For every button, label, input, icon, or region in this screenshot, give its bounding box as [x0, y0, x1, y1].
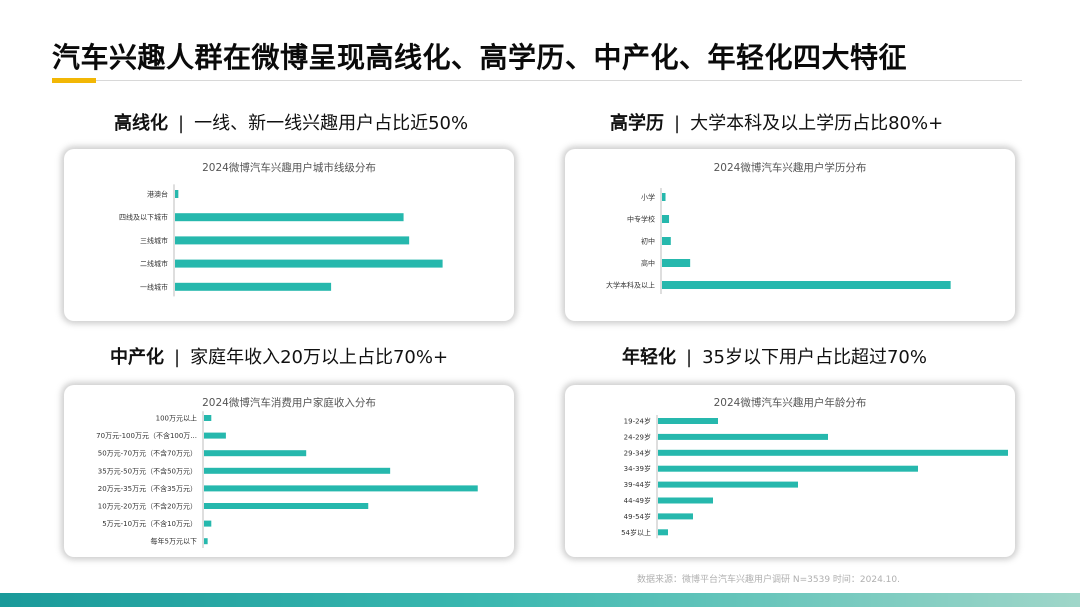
chart-age: 2024微博汽车兴趣用户年龄分布 19-24岁 24-29岁 29-34岁 34-39岁…: [621, 396, 1008, 539]
headline-income-key: 中产化: [110, 347, 164, 368]
chart-title: 2024微博汽车兴趣用户城市线级分布: [202, 161, 376, 174]
category-label: 四线及以下城市: [119, 213, 168, 222]
chart-bar: [658, 529, 668, 536]
category-label: 一线城市: [140, 282, 168, 291]
chart-bar: [204, 538, 208, 545]
chart-card-income: 2024微博汽车消费用户家庭收入分布 100万元以上 70万元-100万元（不含10…: [64, 385, 514, 557]
headline-tier-text: 一线、新一线兴趣用户占比近50%: [194, 113, 469, 134]
category-label: 54岁以上: [621, 528, 651, 537]
headline-education: 高学历 | 大学本科及以上学历占比80%+: [610, 109, 943, 135]
chart-bar: [658, 465, 918, 472]
chart-card-education: 2024微博汽车兴趣用户学历分布小学中专学校初中高中大学本科及以上: [565, 149, 1015, 321]
chart-title: 2024微博汽车消费用户家庭收入分布: [202, 396, 376, 409]
chart-bar: [662, 237, 671, 245]
category-label: 初中: [641, 237, 655, 246]
data-source-note: 数据来源：微博平台汽车兴趣用户调研 N=3539 时间：2024.10.: [637, 575, 900, 585]
title-accent: [52, 78, 96, 83]
category-label: 35万元-50万元（不含50万元）: [98, 466, 197, 475]
chart-bar: [658, 449, 1008, 456]
chart-bar: [204, 467, 391, 474]
headline-income-sep: |: [174, 347, 181, 368]
chart-bar: [662, 259, 691, 267]
headline-age: 年轻化 | 35岁以下用户占比超过70%: [622, 343, 927, 369]
category-label: 5万元-10万元（不含10万元）: [102, 519, 197, 528]
chart-bar: [658, 497, 713, 504]
chart-bar: [204, 485, 478, 492]
category-label: 二线城市: [140, 259, 168, 268]
headline-age-key: 年轻化: [622, 347, 676, 368]
chart-bar: [175, 259, 443, 268]
category-label: 49-54岁: [624, 512, 651, 521]
chart-bar: [662, 215, 670, 223]
category-label: 34-39岁: [624, 464, 651, 473]
category-label: 10万元-20万元（不含20万元）: [98, 502, 197, 511]
category-label: 39-44岁: [624, 480, 651, 489]
chart-bar: [175, 190, 179, 198]
chart-bar: [204, 415, 212, 421]
chart-card-age: 2024微博汽车兴趣用户年龄分布 19-24岁 24-29岁 29-34岁 34-39岁…: [565, 385, 1015, 557]
headline-tier: 高线化 | 一线、新一线兴趣用户占比近50%: [114, 109, 468, 135]
chart-bar: [204, 432, 226, 439]
chart-bar: [658, 418, 718, 424]
chart-bar: [175, 213, 404, 222]
headline-income-text: 家庭年收入20万以上占比70%+: [190, 347, 449, 368]
chart-bar: [658, 513, 693, 520]
category-label: 三线城市: [140, 236, 168, 245]
category-label: 70万元-100万元（不含100万...: [96, 431, 197, 440]
headline-tier-sep: |: [178, 113, 185, 134]
title-rule: [52, 80, 1022, 81]
chart-bar: [204, 503, 369, 509]
category-label: 44-49岁: [624, 496, 651, 505]
chart-bar: [175, 282, 332, 291]
category-label: 100万元以上: [156, 414, 197, 423]
chart-bar: [204, 450, 307, 457]
headline-age-sep: |: [686, 347, 693, 368]
chart-bar: [662, 281, 951, 289]
headline-education-text: 大学本科及以上学历占比80%+: [690, 113, 944, 134]
category-label: 高中: [641, 259, 655, 268]
chart-card-city-tier: 2024微博汽车兴趣用户城市线级分布港澳台四线及以下城市三线城市二线城市一线城市: [64, 149, 514, 321]
headline-education-key: 高学历: [610, 113, 664, 134]
category-label: 19-24岁: [624, 417, 651, 426]
headline-education-sep: |: [674, 113, 681, 134]
headline-tier-key: 高线化: [114, 113, 168, 134]
chart-title: 2024微博汽车兴趣用户年龄分布: [714, 396, 867, 409]
chart-title: 2024微博汽车兴趣用户学历分布: [714, 161, 867, 174]
chart-bar: [204, 520, 212, 527]
chart-income: 2024微博汽车消费用户家庭收入分布 100万元以上 70万元-100万元（不含10…: [96, 396, 478, 548]
category-label: 29-34岁: [624, 448, 651, 457]
headline-income: 中产化 | 家庭年收入20万以上占比70%+: [110, 343, 448, 369]
chart-bar: [658, 433, 828, 440]
category-label: 大学本科及以上: [606, 281, 655, 290]
page-title: 汽车兴趣人群在微博呈现高线化、高学历、中产化、年轻化四大特征: [52, 41, 908, 74]
category-label: 50万元-70万元（不含70万元）: [98, 449, 197, 458]
category-label: 20万元-35万元（不含35万元）: [98, 484, 197, 493]
headline-age-text: 35岁以下用户占比超过70%: [702, 347, 927, 368]
category-label: 港澳台: [147, 190, 168, 199]
category-label: 每年5万元以下: [151, 537, 197, 546]
category-label: 24-29岁: [624, 432, 651, 441]
chart-bar: [658, 481, 798, 488]
footer-bar: [0, 593, 1080, 607]
category-label: 中专学校: [627, 215, 655, 224]
chart-bar: [662, 193, 666, 201]
chart-bar: [175, 236, 410, 245]
category-label: 小学: [641, 193, 655, 202]
